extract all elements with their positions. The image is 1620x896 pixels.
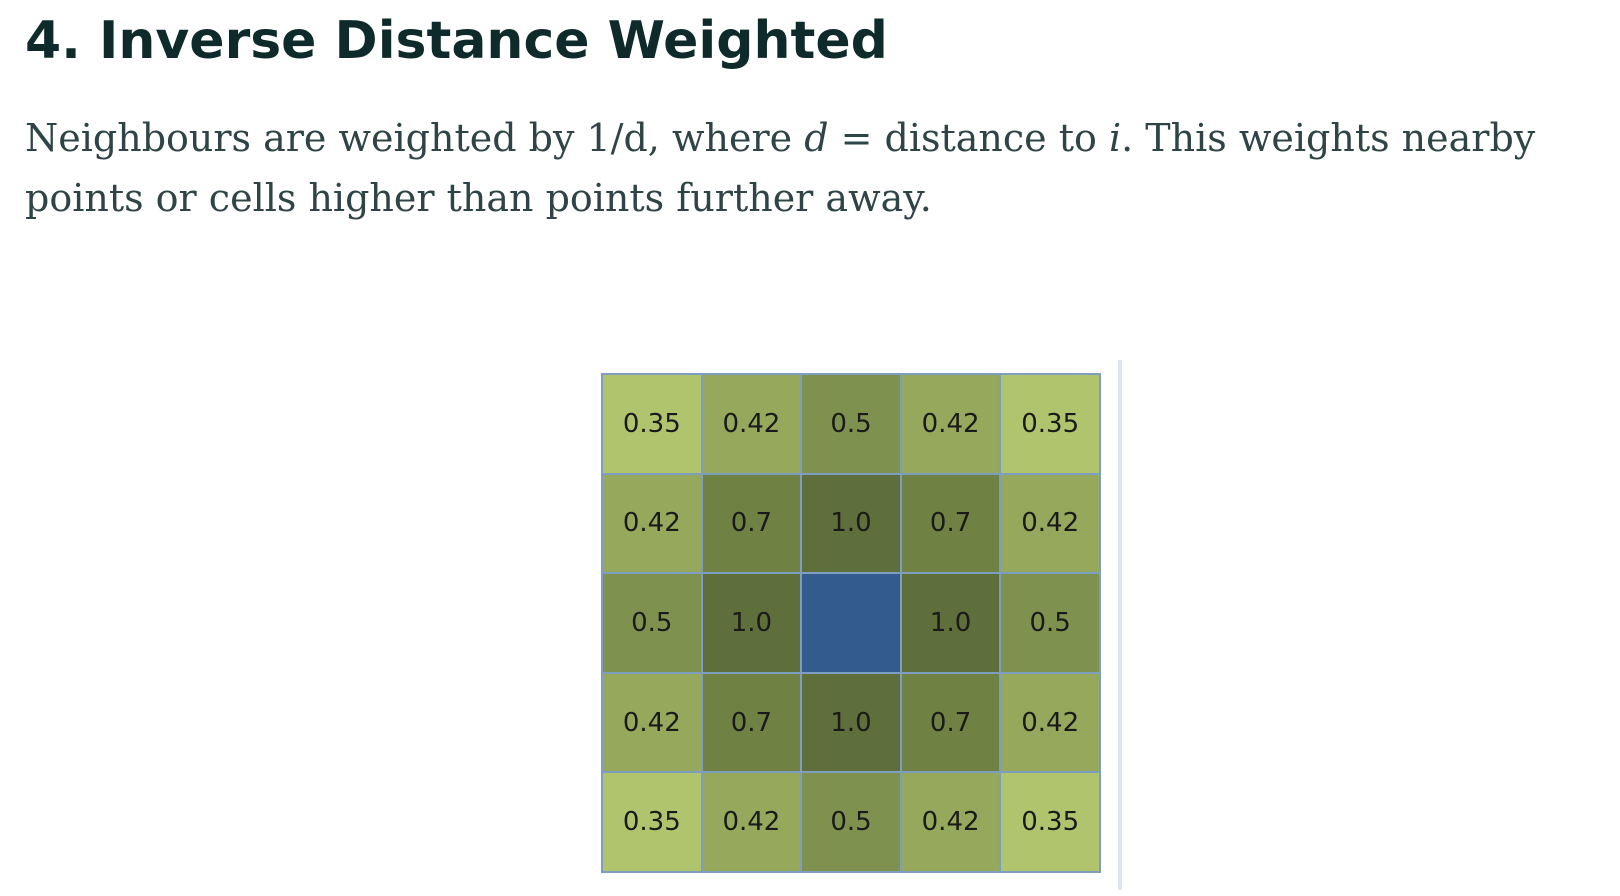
weight-cell: 0.7 [901, 673, 1000, 772]
variable-i: i [1108, 116, 1122, 160]
weight-cell: 0.5 [1001, 574, 1099, 672]
weight-cell: 0.42 [1001, 673, 1099, 772]
variable-d: d [804, 116, 829, 160]
weight-cell: 0.7 [702, 474, 801, 573]
weight-cell: 0.35 [1001, 375, 1099, 473]
weight-cell: 0.42 [901, 375, 1000, 473]
weight-cell: 0.42 [702, 375, 801, 473]
weight-cell: 0.42 [1001, 474, 1099, 573]
weight-cell: 1.0 [702, 574, 801, 672]
weight-cell: 0.35 [603, 375, 701, 473]
weight-grid: 0.35 0.42 0.5 0.42 0.35 0.42 0.7 1.0 0.7 0.42 0.5 1… [601, 373, 1101, 873]
weight-cell: 0.7 [901, 474, 1000, 573]
description-paragraph: Neighbours are weighted by 1/d, where d … [25, 108, 1615, 228]
weight-cell: 0.42 [901, 773, 1000, 871]
description-text-1: Neighbours are weighted by 1/d, where [25, 116, 805, 160]
weight-cell: 0.35 [603, 773, 701, 871]
weight-cell: 0.42 [702, 773, 801, 871]
weight-cell: 0.7 [702, 673, 801, 772]
weight-cell: 0.42 [603, 673, 701, 772]
description-text-3: . This weights nearby points or cells hi… [25, 116, 1536, 220]
weight-cell: 0.5 [802, 375, 900, 473]
weight-cell: 0.5 [603, 574, 701, 672]
divider-line [1118, 360, 1122, 890]
weight-cell: 0.42 [603, 474, 701, 573]
weight-cell: 1.0 [802, 474, 900, 573]
weight-cell: 0.35 [1001, 773, 1099, 871]
weight-cell: 1.0 [802, 673, 900, 772]
focal-cell [802, 574, 900, 672]
description-text-2: = distance to [828, 116, 1109, 160]
weight-cell: 0.5 [802, 773, 900, 871]
page-heading: 4. Inverse Distance Weighted [25, 11, 888, 71]
weight-cell: 1.0 [901, 574, 1000, 672]
